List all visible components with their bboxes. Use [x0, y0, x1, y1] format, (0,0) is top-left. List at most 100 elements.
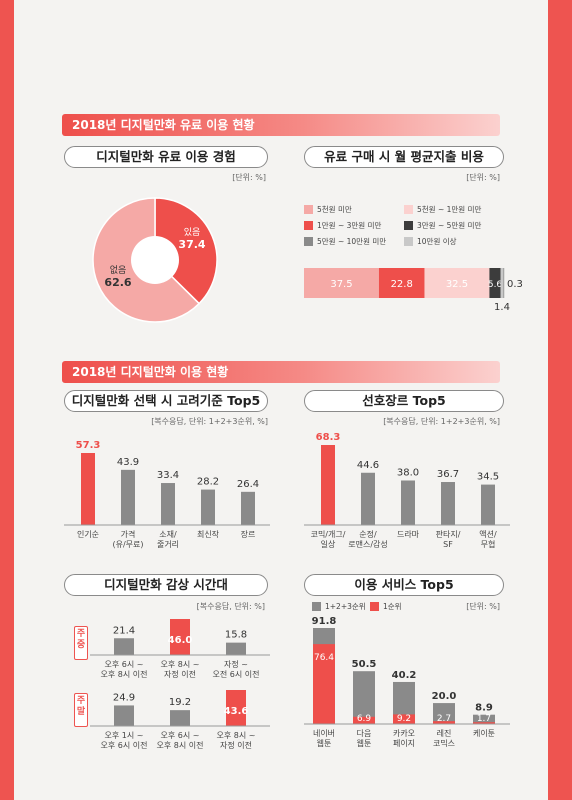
- criteria-svg-value-2: 33.4: [157, 470, 179, 481]
- weekend-svg-category-1: 오후 6시 ~: [161, 731, 200, 740]
- genre-unit: [복수응답, 단위: 1+2+3순위, %]: [383, 417, 500, 426]
- legend-swatch: [304, 205, 313, 214]
- genre-svg-value-1: 44.6: [357, 460, 379, 471]
- criteria-svg-bar-1: [121, 469, 135, 525]
- genre-svg-bar-0: [321, 445, 335, 525]
- weekday-svg-bar-1: [170, 619, 190, 655]
- criteria-bar-chart: 57.3 인기순 43.9 가격(유/무료) 33.4 소재/줄거리 28.2 최신작 26.4…: [64, 440, 270, 549]
- criteria-svg-value-0: 57.3: [76, 440, 101, 451]
- service-category-0: 웹툰: [317, 739, 332, 748]
- pie-hole: [131, 236, 179, 284]
- service-total-label-3: 20.0: [432, 691, 457, 702]
- weekday-svg-category-0: 오후 8시 이전: [101, 669, 148, 679]
- criteria-svg-bar-2: [161, 483, 175, 525]
- time-unit: [복수응답, 단위: %]: [196, 602, 265, 611]
- spend-label-2: 22.8: [391, 279, 413, 290]
- spend-label-4: 0.3: [507, 279, 523, 290]
- legend-label: 5만원 ~ 10만원 미만: [317, 237, 387, 246]
- spend-legend-item: 1만원 ~ 3만원 미만: [304, 220, 381, 231]
- service-category-1: 다음: [357, 729, 372, 738]
- left-red-edge: [0, 0, 14, 800]
- legend-swatch: [304, 237, 313, 246]
- legend-label: 10만원 이상: [417, 237, 457, 246]
- legend-swatch: [304, 221, 313, 230]
- criteria-svg-bar-0: [81, 453, 95, 525]
- weekend-svg-value-0: 24.9: [113, 692, 135, 703]
- criteria-svg-category-4: 장르: [241, 529, 256, 539]
- weekday-svg-category-1: 자정 이전: [164, 669, 196, 679]
- spend-unit: [단위: %]: [466, 173, 500, 182]
- criteria-svg-category-1: 가격: [121, 529, 136, 539]
- legend-label: 5천원 미만: [317, 205, 352, 214]
- spend-segment-4: [503, 268, 505, 298]
- service-first-bar-0: [313, 644, 335, 724]
- service-first-bar-2: [393, 714, 415, 724]
- spend-label-1: 32.5: [446, 279, 468, 290]
- spend-segment-1: [424, 268, 490, 298]
- weekday-tag: 주중: [74, 626, 88, 660]
- weekend-svg-bar-1: [170, 710, 190, 726]
- criteria-svg-value-3: 28.2: [197, 477, 219, 488]
- service-first-bar-4: [473, 722, 495, 724]
- genre-svg-category-0: 일상: [321, 539, 336, 549]
- legend-swatch: [312, 602, 321, 611]
- weekday-svg-category-2: 오전 6시 이전: [213, 669, 260, 679]
- legend-swatch: [404, 205, 413, 214]
- genre-svg-value-0: 68.3: [316, 432, 341, 443]
- weekend-svg-category-0: 오후 1시 ~: [105, 731, 144, 740]
- genre-svg-category-1: 순정/: [359, 529, 377, 539]
- service-category-1: 웹툰: [357, 739, 372, 748]
- genre-svg-bar-4: [481, 484, 495, 525]
- weekend-svg-category-1: 오후 8시 이전: [157, 740, 204, 750]
- legend-swatch: [370, 602, 379, 611]
- service-total-bar-1: [353, 671, 375, 724]
- criteria-svg-bar-4: [241, 491, 255, 525]
- service-first-label-3: 2.7: [437, 714, 451, 724]
- spend-label-5: 1.4: [494, 302, 510, 313]
- weekend-svg-category-2: 자정 이전: [220, 740, 252, 750]
- weekend-tag-label: 주말: [76, 696, 86, 717]
- services-legend: 1+2+3순위 1순위: [312, 601, 452, 613]
- pie-title: 디지털만화 유료 이용 경험: [64, 146, 268, 168]
- service-category-2: 카카오: [393, 729, 415, 738]
- pie-label-name: 있음: [184, 226, 201, 238]
- weekday-svg-bar-2: [226, 642, 246, 655]
- pie-slice-0: [154, 197, 218, 305]
- section-banner-paid: 2018년 디지털만화 유료 이용 현황: [62, 114, 500, 136]
- genre-svg-category-2: 드라마: [397, 530, 420, 539]
- genre-title: 선호장르 Top5: [304, 390, 504, 412]
- spend-segment-3: [489, 268, 501, 298]
- spend-label-0: 37.5: [330, 279, 352, 290]
- genre-svg-value-3: 36.7: [437, 469, 459, 480]
- weekend-svg-bar-0: [114, 705, 134, 726]
- service-first-label-1: 6.9: [357, 714, 372, 724]
- criteria-svg-value-4: 26.4: [237, 479, 259, 490]
- weekday-bar-chart: 21.4 오후 6시 ~오후 8시 이전 46.0 오후 8시 ~자정 이전 15.8 자…: [90, 619, 270, 679]
- genre-svg-category-3: 판타지/: [436, 530, 461, 539]
- criteria-svg-category-2: 소재/: [159, 530, 177, 539]
- criteria-svg-category-2: 줄거리: [157, 540, 179, 549]
- genre-svg-bar-3: [441, 482, 455, 525]
- service-total-label-4: 8.9: [475, 703, 493, 714]
- genre-svg-category-4: 액션/: [479, 529, 497, 539]
- legend-label: 1만원 ~ 3만원 미만: [317, 221, 382, 230]
- services-unit: [단위: %]: [466, 602, 500, 611]
- pie-unit: [단위: %]: [232, 173, 266, 182]
- service-category-3: 코믹스: [433, 738, 455, 748]
- pie-label-value: 62.6: [104, 276, 131, 289]
- weekday-svg-category-1: 오후 8시 ~: [161, 660, 200, 669]
- genre-svg-value-4: 34.5: [477, 472, 499, 483]
- service-category-0: 네이버: [313, 728, 335, 738]
- criteria-svg-category-0: 인기순: [77, 529, 99, 539]
- genre-svg-category-1: 로맨스/감성: [348, 539, 388, 549]
- service-total-bar-4: [473, 714, 495, 724]
- service-total-label-0: 91.8: [312, 616, 337, 627]
- service-total-label-2: 40.2: [392, 670, 417, 681]
- spend-segment-0: [304, 268, 379, 298]
- legend-label: 5천원 ~ 1만원 미만: [417, 205, 482, 214]
- weekday-svg-bar-0: [114, 638, 134, 655]
- spend-legend-item: 5만원 ~ 10만원 미만: [304, 236, 386, 247]
